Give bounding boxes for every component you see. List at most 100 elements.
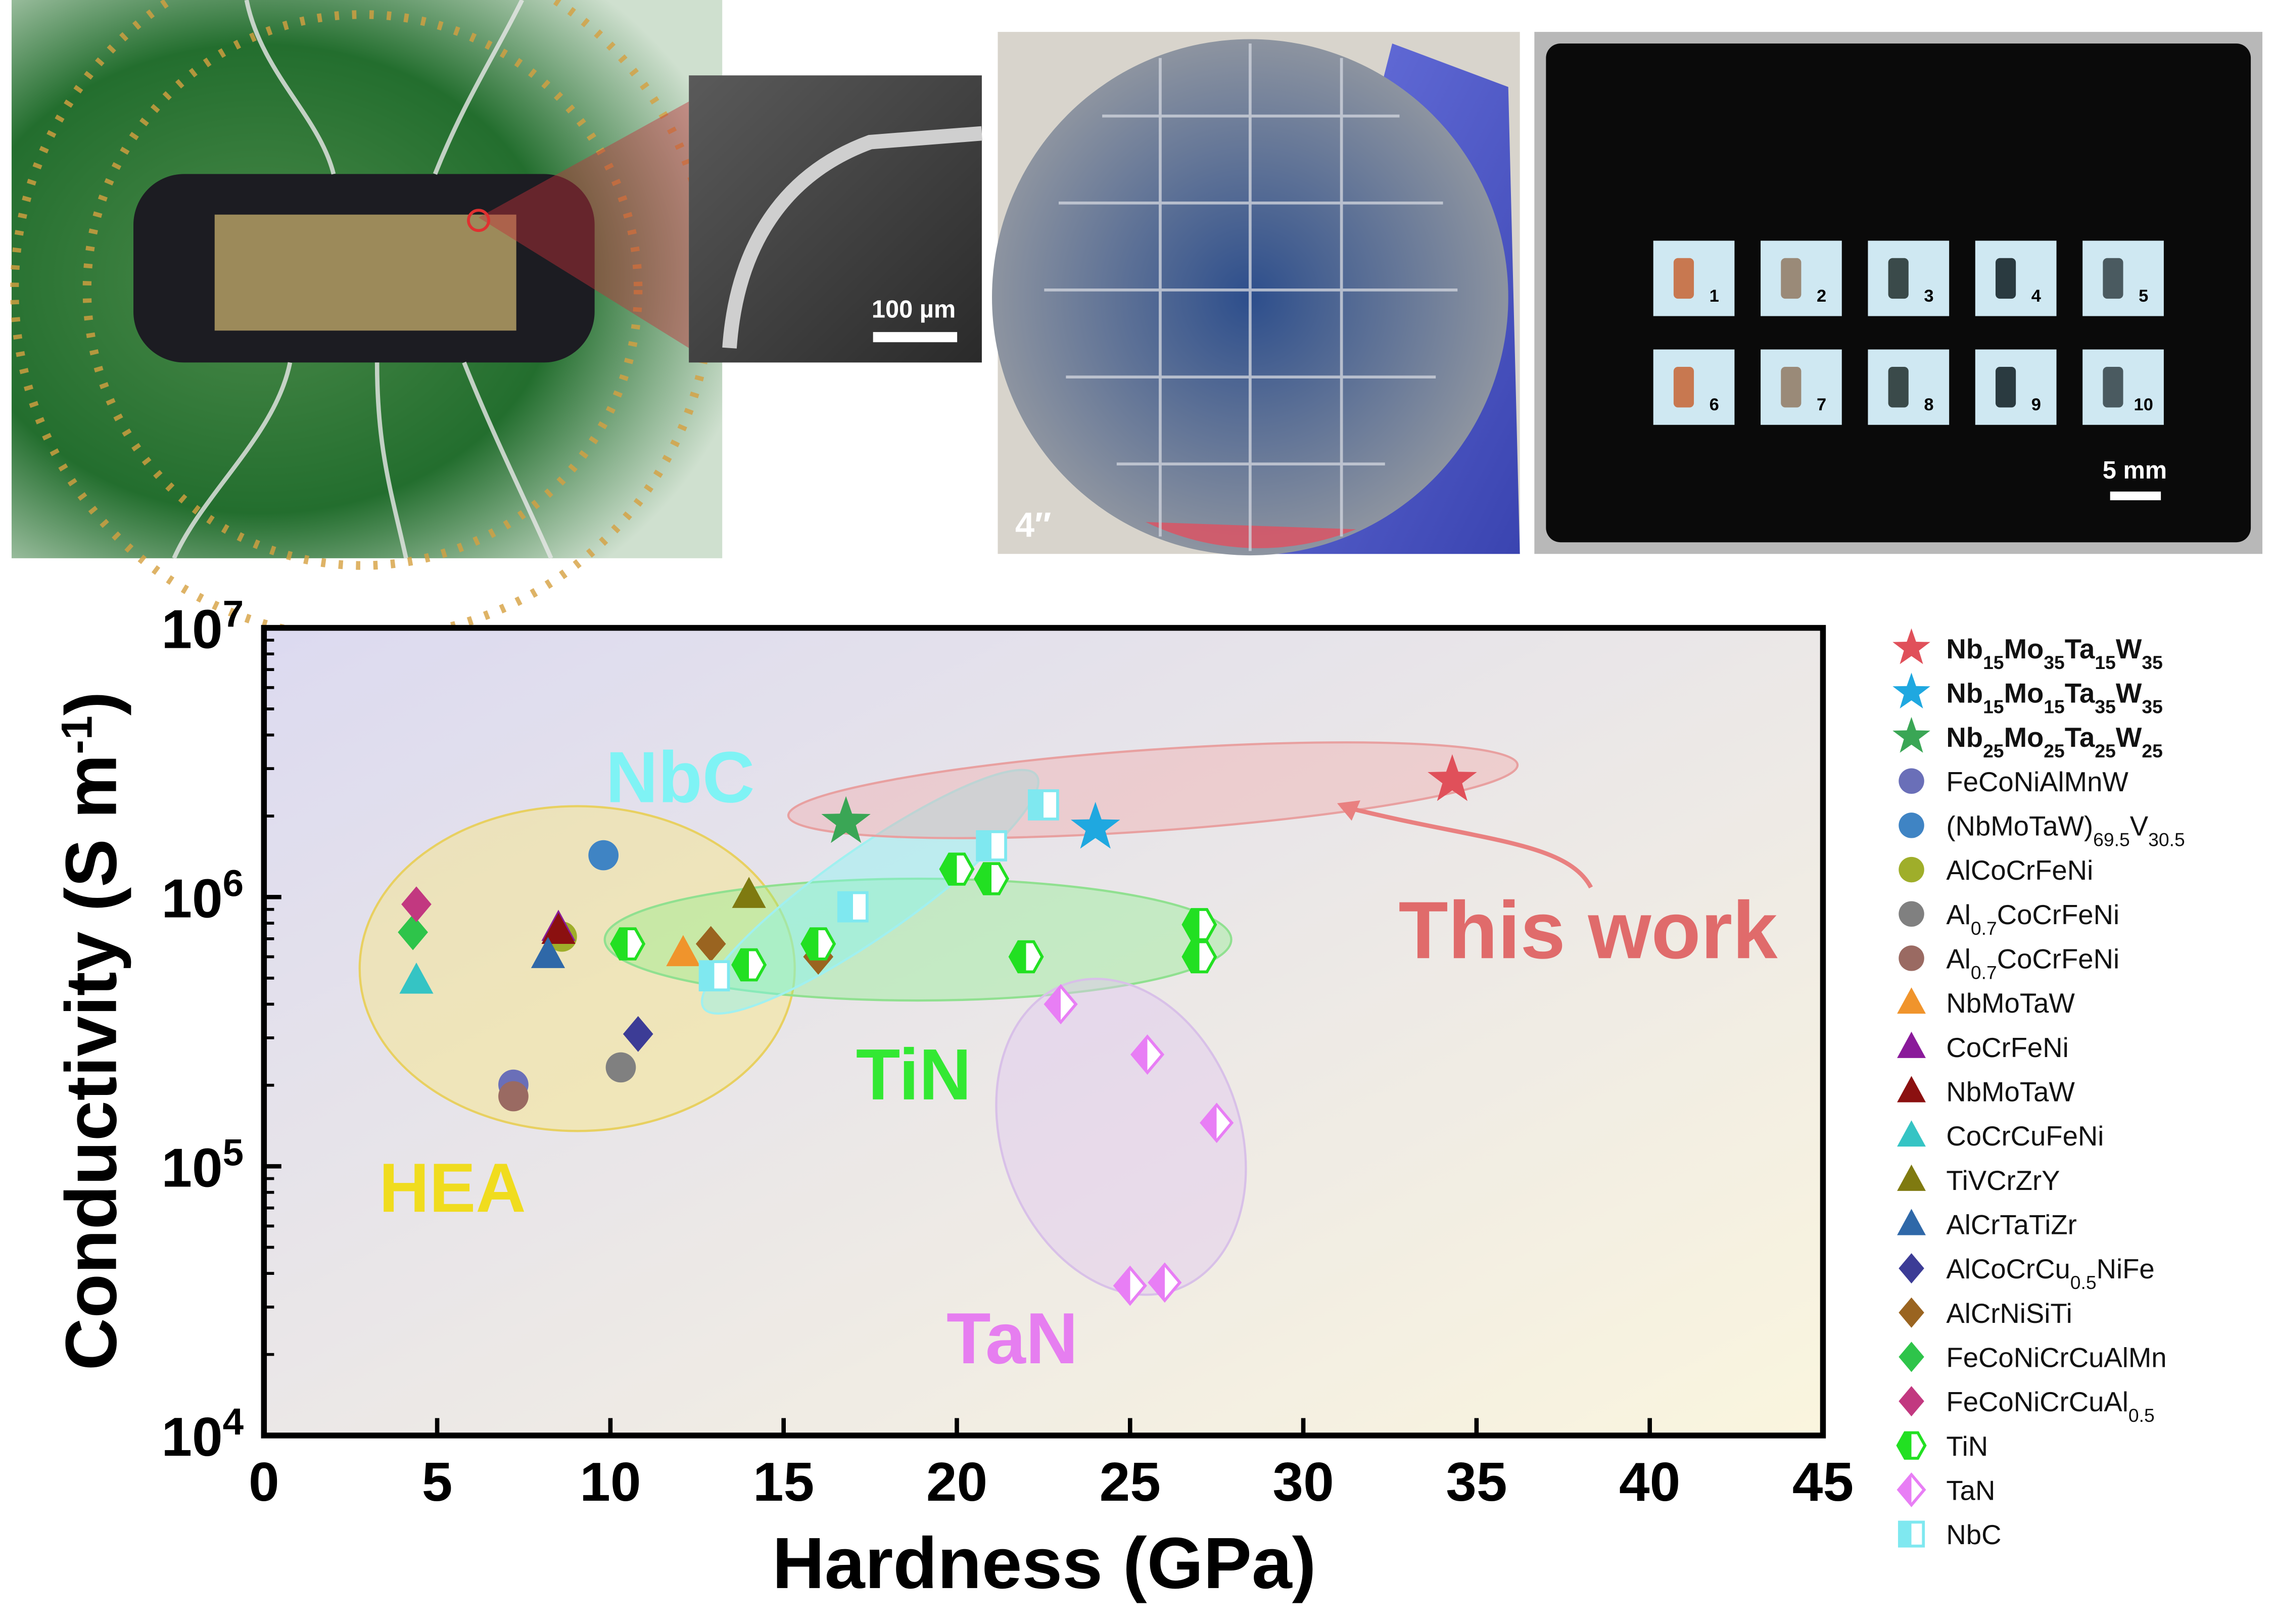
- y-tick-base: 10: [161, 1406, 222, 1468]
- legend-label: AlCoCrFeNi: [1946, 855, 2093, 886]
- annotation: HEA: [379, 1149, 526, 1227]
- point: [1181, 908, 1217, 941]
- legend-label-part: AlCoCrFeNi: [1946, 855, 2093, 886]
- point: [939, 852, 975, 886]
- point: [588, 840, 619, 871]
- point: [610, 927, 646, 961]
- legend-marker: [1899, 1253, 1924, 1284]
- y-axis-title: Conductivity (S m-1): [51, 691, 132, 1370]
- sample: [2103, 367, 2123, 408]
- point: [399, 962, 434, 994]
- legend-label-part: 0.5: [2128, 1405, 2155, 1426]
- legend-marker: [1897, 987, 1926, 1014]
- point: [401, 886, 432, 923]
- point: [731, 948, 767, 982]
- legend-label: NbMoTaW: [1946, 1076, 2075, 1107]
- regions: [358, 741, 1519, 1296]
- legend-label: TiN: [1946, 1431, 1988, 1462]
- x-tick-label: 45: [1792, 1451, 1854, 1513]
- legend-label-part: NbMoTaW: [1946, 988, 2075, 1019]
- sample-label: 1: [1710, 286, 1719, 306]
- legend-label: TiVCrZrY: [1946, 1165, 2060, 1196]
- legend-label-part: CoCrFeNi: [1997, 943, 2119, 974]
- legend-label: CoCrFeNi: [1946, 1032, 2068, 1063]
- sample: [1781, 367, 1802, 408]
- legend-label: Nb15Mo15Ta35W35: [1946, 678, 2162, 717]
- legend-label-part: Ta: [2065, 634, 2095, 664]
- legend-label-part: 25: [2044, 740, 2065, 761]
- legend-label-part: W: [2116, 678, 2142, 708]
- legend-label-part: 15: [2044, 696, 2065, 717]
- x-tick-label: 5: [422, 1451, 453, 1513]
- point: [398, 914, 428, 950]
- legend-label: Nb15Mo35Ta15W35: [1946, 634, 2162, 673]
- legend-label: Al0.7CoCrFeNi: [1946, 943, 2119, 983]
- point: [1200, 1103, 1234, 1143]
- x-tick-label: 35: [1446, 1451, 1507, 1513]
- legend-label-part: CoCrCuFeNi: [1946, 1121, 2104, 1152]
- legend-marker: [1897, 1164, 1926, 1191]
- marks: [398, 754, 1477, 1306]
- legend-label: NbMoTaW: [1946, 988, 2075, 1019]
- photo-board: [10, 0, 723, 643]
- legend-label-part: FeCoNiCrCuAlMn: [1946, 1343, 2166, 1373]
- point: [1181, 940, 1217, 974]
- legend-label-part: Mo: [2004, 634, 2044, 664]
- legend-label-part: Ta: [2065, 678, 2095, 708]
- legend-marker: [1892, 628, 1930, 664]
- legend-label: AlCrTaTiZr: [1946, 1209, 2076, 1240]
- y-axis-title-part: Conductivity (S m: [51, 754, 132, 1371]
- x-tick-label: 20: [926, 1451, 987, 1513]
- legend-marker: [1899, 1342, 1924, 1372]
- tray-scale-bar: [2110, 491, 2161, 501]
- legend-label-part: 25: [1983, 740, 2004, 761]
- point: [1028, 789, 1059, 821]
- y-tick-power: 4: [223, 1400, 244, 1443]
- sample-label: 8: [1924, 395, 1933, 414]
- annotation: This work: [1399, 885, 1778, 976]
- legend-marker: [1899, 813, 1924, 838]
- point: [1113, 1265, 1147, 1306]
- sample: [1673, 367, 1694, 408]
- this-work-region: [787, 741, 1519, 839]
- legend-label-part: AlCoCrCu: [1946, 1254, 2070, 1284]
- legend-label-part: 15: [1983, 696, 2004, 717]
- y-axis-title-part: -1: [53, 715, 102, 754]
- nbc-region: [700, 769, 1039, 1015]
- point: [837, 891, 869, 923]
- x-tick-label: 15: [753, 1451, 814, 1513]
- point: [976, 830, 1007, 862]
- sem-scale-bar: [873, 332, 958, 343]
- legend-label-part: 25: [2142, 740, 2163, 761]
- point: [800, 927, 836, 961]
- legend-label-part: TiVCrZrY: [1946, 1165, 2060, 1196]
- legend-label: FeCoNiCrCuAlMn: [1946, 1343, 2166, 1373]
- zoom-circle: [467, 209, 491, 232]
- tray-scale-label: 5 mm: [2103, 457, 2167, 484]
- legend-marker: [1897, 1472, 1926, 1507]
- legend-marker: [1897, 1076, 1926, 1103]
- sample: [2103, 258, 2123, 299]
- legend-label: FeCoNiAlMnW: [1946, 767, 2128, 797]
- legend-label: AlCrNiSiTi: [1946, 1298, 2072, 1329]
- point: [1428, 754, 1477, 801]
- point: [605, 1052, 636, 1083]
- board-pads: [82, 10, 643, 570]
- point: [1044, 984, 1078, 1025]
- point: [698, 960, 730, 992]
- sample: [1673, 258, 1694, 299]
- legend-label: (NbMoTaW)69.5V30.5: [1946, 810, 2185, 850]
- x-tick-label: 0: [249, 1451, 279, 1513]
- sample-label: 9: [2031, 395, 2041, 414]
- legend-label-part: 69.5: [2093, 829, 2130, 850]
- point: [666, 935, 700, 967]
- legend-label-part: 0.7: [1971, 918, 1997, 939]
- sample-label: 3: [1924, 286, 1933, 306]
- legend-label-part: Al: [1946, 899, 1970, 930]
- legend-label-part: Mo: [2004, 722, 2044, 753]
- legend-label-part: TaN: [1946, 1475, 1995, 1506]
- sample: [1888, 258, 1909, 299]
- legend-label: NbC: [1946, 1519, 2001, 1550]
- annotation: TaN: [946, 1298, 1078, 1379]
- legend-label: Nb25Mo25Ta25W25: [1946, 722, 2162, 761]
